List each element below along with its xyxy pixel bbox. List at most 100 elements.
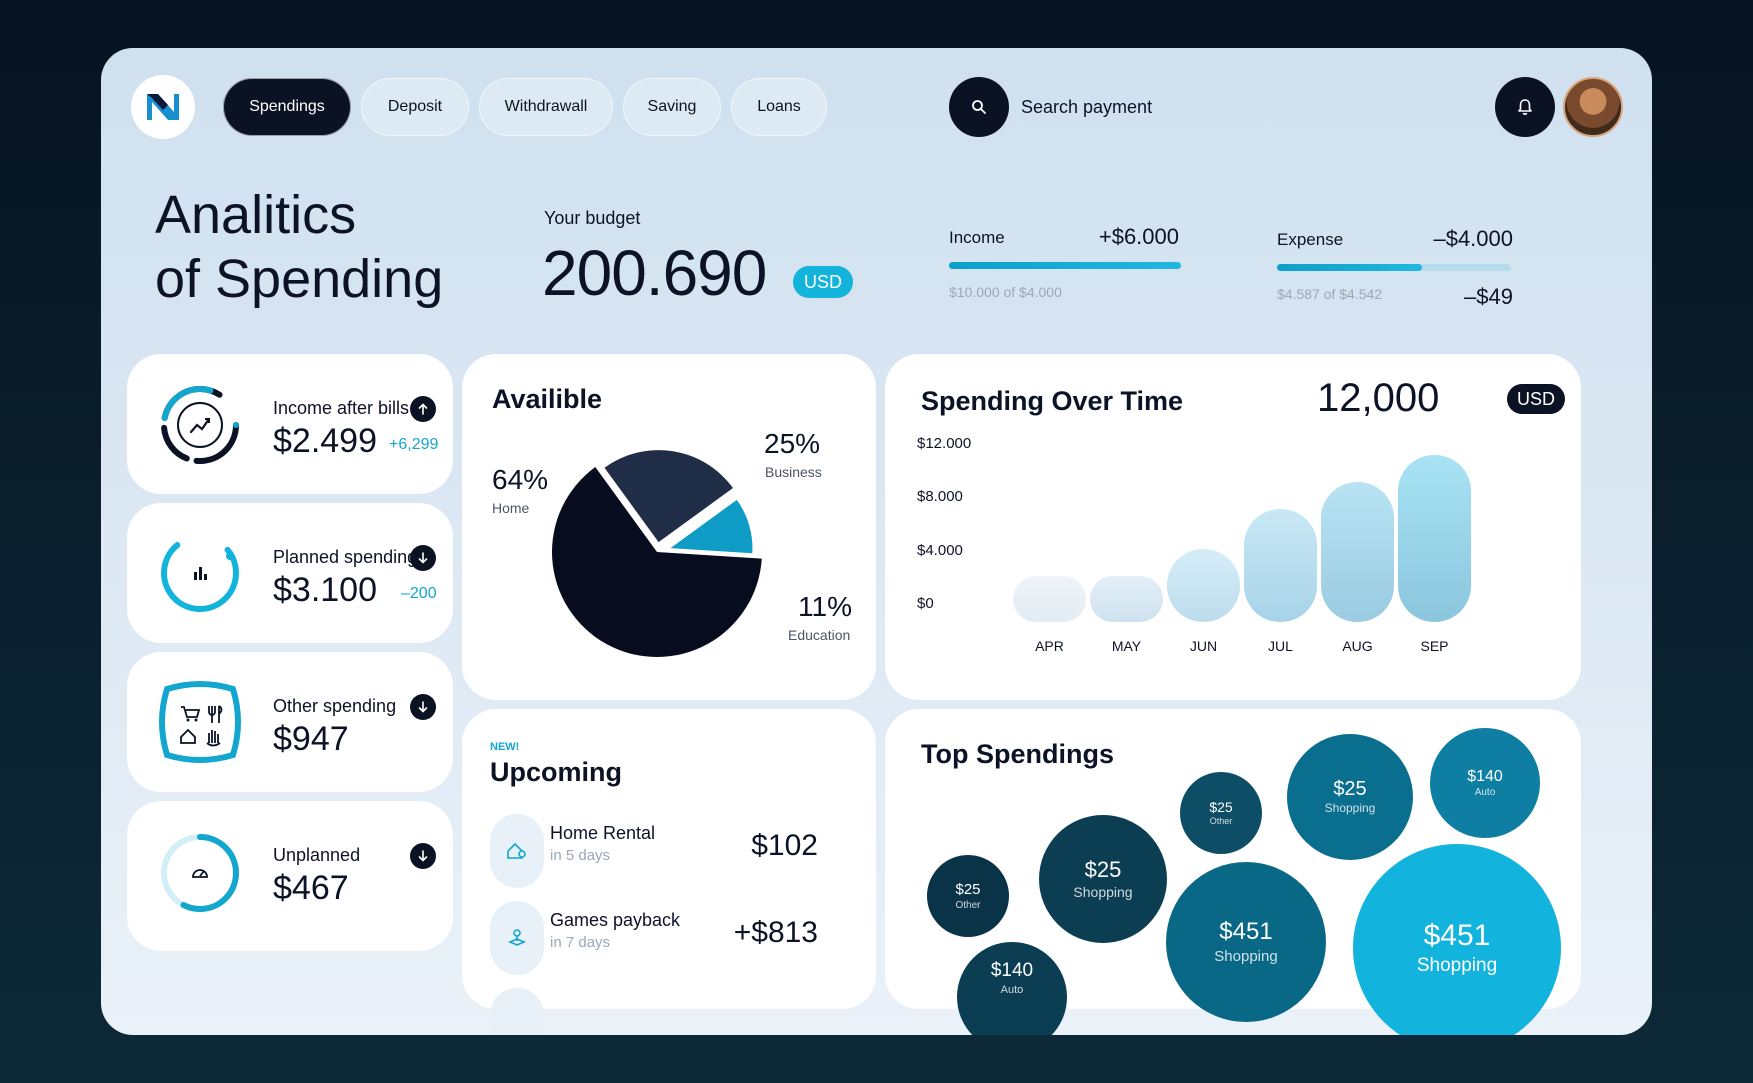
page-title-line2: of Spending [155,249,444,309]
stat-card-planned-spending[interactable]: Planned spending $3.100 –200 [127,503,453,643]
stat-label: Unplanned [273,845,361,865]
bubble-amount: $25 [1209,798,1233,815]
tab-deposit[interactable]: Deposit [361,78,469,136]
planned-ring-icon [161,534,239,612]
app-logo[interactable] [131,75,195,139]
bar-jul[interactable] [1244,508,1317,622]
top-spendings-title: Top Spendings [921,739,1114,769]
x-tick-label: APR [1035,638,1064,654]
stat-label: Planned spending [273,547,418,567]
bubble-category: Other [955,899,981,911]
spending-over-time-title: Spending Over Time [921,386,1184,416]
y-tick-label: $0 [917,595,934,612]
arrow-up-icon[interactable] [410,396,436,422]
stat-label: Income after bills [273,398,410,418]
pie-home-pct: 64% [492,464,549,495]
stat-value: $947 [273,720,349,758]
y-tick-label: $12.000 [917,435,972,452]
stat-card-unplanned[interactable]: Unplanned $467 [127,801,453,951]
tab-saving[interactable]: Saving [623,78,721,136]
stat-value: $467 [273,869,349,907]
income-label: Income [949,228,1005,247]
income-progress-track [949,262,1181,269]
spending-bubble[interactable]: $451 Shopping [1166,862,1326,1022]
y-tick-label: $8.000 [917,488,963,505]
spending-bubble[interactable]: $25 Shopping [1039,815,1167,943]
stat-delta: –200 [401,585,437,602]
bubble-category: Other [1209,815,1233,826]
budget-currency-badge: USD [793,266,853,298]
bar-aug[interactable] [1321,482,1394,622]
x-tick-label: AUG [1342,638,1373,654]
bar-jun[interactable] [1167,548,1240,622]
bar-apr[interactable] [1013,576,1086,622]
house-key-icon [490,814,544,888]
bubble-amount: $25 [1333,778,1367,801]
search-button[interactable] [949,77,1009,137]
pie-business-name: Business [765,464,822,480]
spending-bubble[interactable]: $140 Auto [1430,728,1540,838]
stat-value: $3.100 [273,571,377,609]
bubble-amount: $451 [1219,917,1273,945]
bubble-amount: $140 [990,960,1034,982]
available-title: Availible [492,384,603,414]
arrow-down-icon[interactable] [410,694,436,720]
expense-sub: $4.587 of $4.542 [1277,286,1383,302]
spending-bubble[interactable]: $25 Shopping [1287,734,1413,860]
expense-label: Expense [1277,230,1344,249]
bubble-category: Shopping [1214,947,1278,965]
upcoming-item-when: in 5 days [550,847,611,864]
joystick-icon [490,901,544,975]
upcoming-item-name: Home Rental [550,823,656,843]
budget-value: 200.690 [542,237,767,309]
y-tick-label: $4.000 [917,542,963,559]
page-title-line1: Analitics [155,185,357,245]
upcoming-item-icon-partial [490,988,544,1035]
pie-education-name: Education [788,627,851,643]
top-spendings-card: Top Spendings $25 Other $25 Shopping $14… [885,709,1581,1035]
pie-slice-business[interactable] [604,450,733,543]
available-card: Availible 64% Home 25% Business 11% Educ… [462,354,876,700]
stat-card-other-spending[interactable]: Other spending $947 [127,652,453,792]
search-icon [972,100,986,114]
spending-bubble[interactable]: $25 Other [1180,772,1262,854]
bubble-amount: $451 [1423,918,1491,952]
spending-total: 12,000 [1317,376,1440,420]
bubble-category: Shopping [1324,801,1376,816]
bar-may[interactable] [1090,576,1163,622]
income-progress-fill [949,262,1181,269]
available-pie-chart [552,450,762,657]
x-tick-label: SEP [1420,638,1449,654]
x-tick-label: JUL [1268,638,1293,654]
pie-slice-education[interactable] [670,499,753,554]
tab-withdrawall[interactable]: Withdrawall [479,78,613,136]
user-avatar[interactable] [1563,77,1623,137]
pie-slice-home[interactable] [552,467,762,657]
tab-loans[interactable]: Loans [731,78,827,136]
upcoming-item-amount: $102 [751,829,818,862]
arrow-down-icon[interactable] [410,843,436,869]
stat-card-income-after-bills[interactable]: Income after bills $2.499 +6,299 [127,354,453,494]
spending-bubble[interactable]: $25 Other [927,855,1009,937]
stat-label: Other spending [273,696,397,716]
tab-spendings[interactable]: Spendings [223,78,351,136]
bubble-category: Shopping [1073,884,1133,901]
income-ring-icon [161,386,239,464]
search-placeholder[interactable]: Search payment [1021,96,1153,117]
budget-label: Your budget [544,208,641,228]
spending-over-time-card: Spending Over Time 12,000 USD $12.000 $8.… [885,354,1581,700]
upcoming-title: Upcoming [490,757,622,787]
stat-value: $2.499 [273,422,377,460]
search-bar[interactable]: Search payment [949,77,1152,137]
bubble-amount: $25 [955,880,981,898]
pie-home-name: Home [492,500,530,516]
spending-bubble[interactable]: $140 Auto [957,942,1067,1035]
spending-bubble[interactable]: $451 Shopping [1353,844,1561,1035]
bar-sep[interactable] [1398,455,1471,622]
app-window: Spendings Deposit Withdrawall Saving Loa… [101,48,1652,1035]
arrow-down-icon[interactable] [410,545,436,571]
notifications-button[interactable] [1495,77,1555,137]
expense-progress-track [1277,264,1511,271]
spending-bar-chart: $12.000 $8.000 $4.000 $0 APR MAY JUN JUL AUG SEP [885,354,1581,700]
new-tag: NEW! [490,741,520,753]
